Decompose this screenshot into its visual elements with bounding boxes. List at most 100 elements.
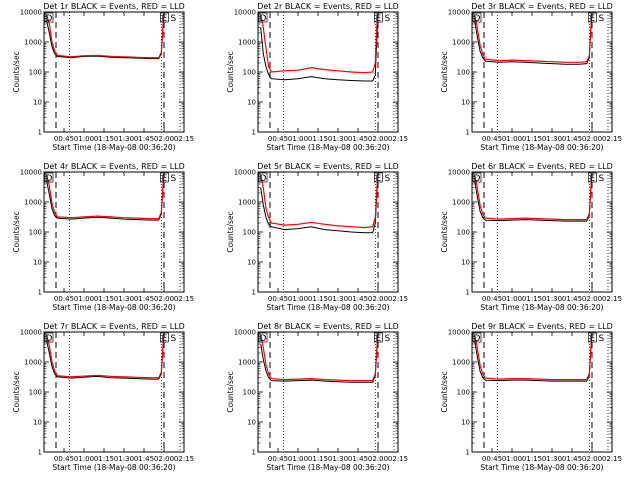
y-tick-label: 1000 [238,359,256,367]
x-axis-label: Start Time (18-May-08 00:36:20) [52,143,175,152]
chart-panel-2: Det 2r BLACK = Events, RED = LLD D E S 1 10 10… [226,2,408,152]
y-tick-label: 1 [466,449,470,457]
x-tick-label: 02:00 [154,135,174,143]
x-axis-label: Start Time (18-May-08 00:36:20) [266,303,389,312]
chart-title: Det 5r BLACK = Events, RED = LLD [257,162,399,171]
series-line-lld [260,171,379,229]
flag-d-box [258,332,268,343]
y-tick-label: 10 [461,259,470,267]
flag-e-label: E [161,14,167,24]
chart-title: Det 8r BLACK = Events, RED = LLD [257,322,399,331]
x-tick-label: 01:00 [502,135,522,143]
flag-d-box [44,332,54,343]
y-tick-label: 10000 [234,329,256,337]
flag-e-label: E [161,174,167,184]
y-axis-label: Counts/sec [226,51,235,92]
y-tick-label: 1 [38,129,42,137]
x-tick-label: 01:15 [522,135,542,143]
y-tick-label: 10 [247,99,256,107]
series-line-events [46,333,165,380]
chart-title: Det 6r BLACK = Events, RED = LLD [471,162,613,171]
chart-title: Det 4r BLACK = Events, RED = LLD [43,162,185,171]
flag-e-label: E [375,334,381,344]
flag-e-label: E [589,174,595,184]
y-axis-label: Counts/sec [226,371,235,412]
x-tick-label: 02:15 [602,135,622,143]
y-tick-label: 10000 [20,329,42,337]
flag-s-label: S [384,14,390,24]
x-tick-label: 01:30 [328,455,348,463]
x-tick-label: 00:45 [54,295,74,303]
flag-d-box [472,332,482,343]
y-tick-label: 1000 [238,39,256,47]
x-tick-label: 01:00 [288,295,308,303]
flag-d-label: D [474,14,481,24]
y-tick-label: 10 [33,259,42,267]
series-line-lld [46,171,165,220]
series-line-events [474,173,593,222]
y-tick-label: 1 [466,129,470,137]
x-tick-label: 01:45 [348,135,368,143]
x-tick-label: 02:15 [602,455,622,463]
flag-s-label: S [170,14,176,24]
x-tick-label: 01:45 [348,295,368,303]
chart-panel-4: Det 4r BLACK = Events, RED = LLD D E S 1 10 10… [12,162,194,312]
y-tick-label: 10000 [234,169,256,177]
chart-title: Det 2r BLACK = Events, RED = LLD [257,2,399,11]
x-tick-label: 01:30 [114,295,134,303]
flag-d-box [44,12,54,23]
x-tick-label: 02:15 [388,135,408,143]
flag-s-label: S [598,174,604,184]
flag-e-label: E [375,14,381,24]
x-tick-label: 01:30 [114,455,134,463]
series-line-events [474,13,593,65]
series-line-lld [474,171,593,221]
flag-d-label: D [260,334,267,344]
y-tick-label: 100 [457,69,470,77]
y-tick-label: 10000 [234,9,256,17]
y-tick-label: 10 [33,419,42,427]
x-axis-label: Start Time (18-May-08 00:36:20) [52,463,175,472]
x-axis-label: Start Time (18-May-08 00:36:20) [266,143,389,152]
flag-e-label: E [161,334,167,344]
x-tick-label: 00:45 [268,295,288,303]
x-tick-label: 02:15 [174,135,194,143]
y-tick-label: 1 [466,289,470,297]
x-tick-label: 01:15 [94,455,114,463]
x-tick-label: 02:15 [174,295,194,303]
x-tick-label: 02:00 [154,295,174,303]
y-tick-label: 10 [247,259,256,267]
y-tick-label: 1000 [24,359,42,367]
x-tick-label: 02:00 [368,135,388,143]
flag-s-label: S [598,334,604,344]
y-axis-label: Counts/sec [12,51,21,92]
series-line-lld [260,11,379,74]
y-tick-label: 100 [243,229,256,237]
series-line-lld [260,331,379,382]
x-tick-label: 02:15 [602,295,622,303]
y-tick-label: 10000 [448,169,470,177]
series-line-lld [474,11,593,63]
x-tick-label: 01:00 [502,455,522,463]
chart-panel-7: Det 7r BLACK = Events, RED = LLD D E S 1 10 10… [12,322,194,472]
x-tick-label: 01:30 [542,135,562,143]
flag-d-box [258,172,268,183]
flag-s-label: S [598,14,604,24]
y-tick-label: 1000 [24,199,42,207]
y-tick-label: 10 [247,419,256,427]
x-axis-label: Start Time (18-May-08 00:36:20) [266,463,389,472]
series-line-events [260,333,379,383]
y-tick-label: 10000 [20,9,42,17]
chart-panel-6: Det 6r BLACK = Events, RED = LLD D E S 1 10 10… [440,162,622,312]
x-tick-label: 02:00 [582,455,602,463]
x-tick-label: 01:30 [328,135,348,143]
flag-d-label: D [474,334,481,344]
x-tick-label: 00:45 [482,295,502,303]
x-tick-label: 01:00 [288,135,308,143]
x-tick-label: 01:00 [74,295,94,303]
x-tick-label: 01:30 [542,455,562,463]
y-tick-label: 100 [457,229,470,237]
x-tick-label: 00:45 [54,135,74,143]
x-tick-label: 00:45 [482,135,502,143]
flag-d-label: D [474,174,481,184]
